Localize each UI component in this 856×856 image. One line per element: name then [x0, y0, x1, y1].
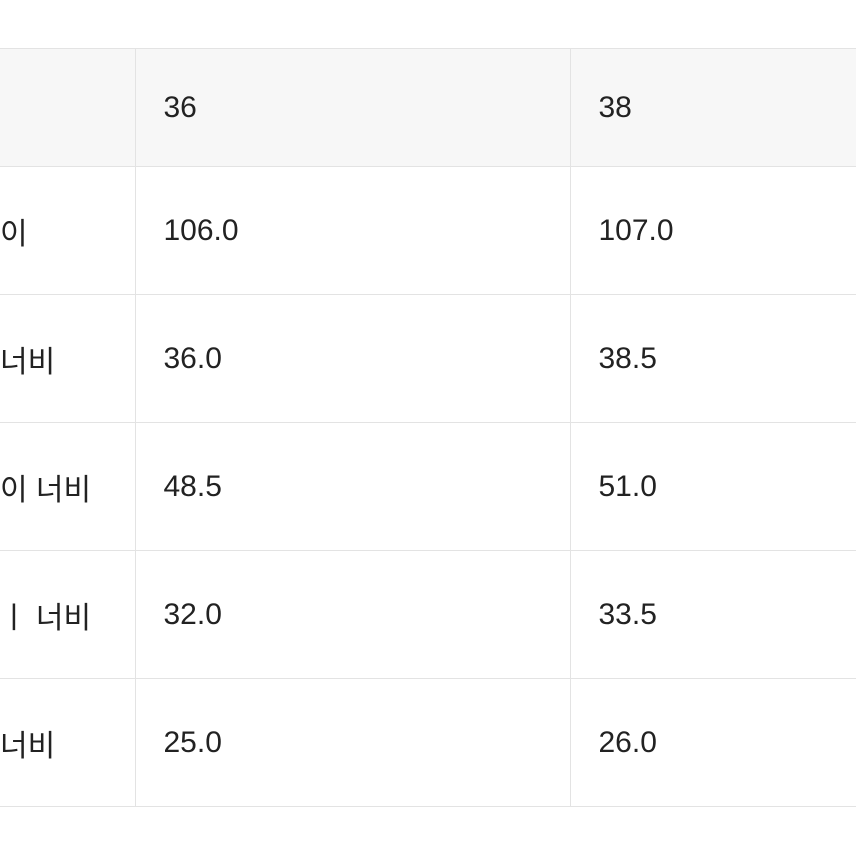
size-table: 36 38 이 106.0 107.0 너비 36.0 38.5 이 너비 48… [0, 48, 856, 807]
size-table-container: 36 38 이 106.0 107.0 너비 36.0 38.5 이 너비 48… [0, 0, 856, 807]
row-label: ㅣ 너비 [0, 551, 135, 679]
cell: 106.0 [135, 167, 570, 295]
cell: 51.0 [570, 423, 856, 551]
table-row: 너비 25.0 26.0 [0, 679, 856, 807]
table-header-size-38: 38 [570, 49, 856, 167]
table-row: ㅣ 너비 32.0 33.5 [0, 551, 856, 679]
cell: 36.0 [135, 295, 570, 423]
cell: 26.0 [570, 679, 856, 807]
table-header-size-36: 36 [135, 49, 570, 167]
table-row: 이 너비 48.5 51.0 [0, 423, 856, 551]
cell: 32.0 [135, 551, 570, 679]
cell: 107.0 [570, 167, 856, 295]
cell: 25.0 [135, 679, 570, 807]
table-row: 너비 36.0 38.5 [0, 295, 856, 423]
row-label: 너비 [0, 295, 135, 423]
table-header-row: 36 38 [0, 49, 856, 167]
table-row: 이 106.0 107.0 [0, 167, 856, 295]
cell: 38.5 [570, 295, 856, 423]
row-label: 너비 [0, 679, 135, 807]
row-label: 이 너비 [0, 423, 135, 551]
cell: 48.5 [135, 423, 570, 551]
table-header-blank [0, 49, 135, 167]
row-label: 이 [0, 167, 135, 295]
cell: 33.5 [570, 551, 856, 679]
